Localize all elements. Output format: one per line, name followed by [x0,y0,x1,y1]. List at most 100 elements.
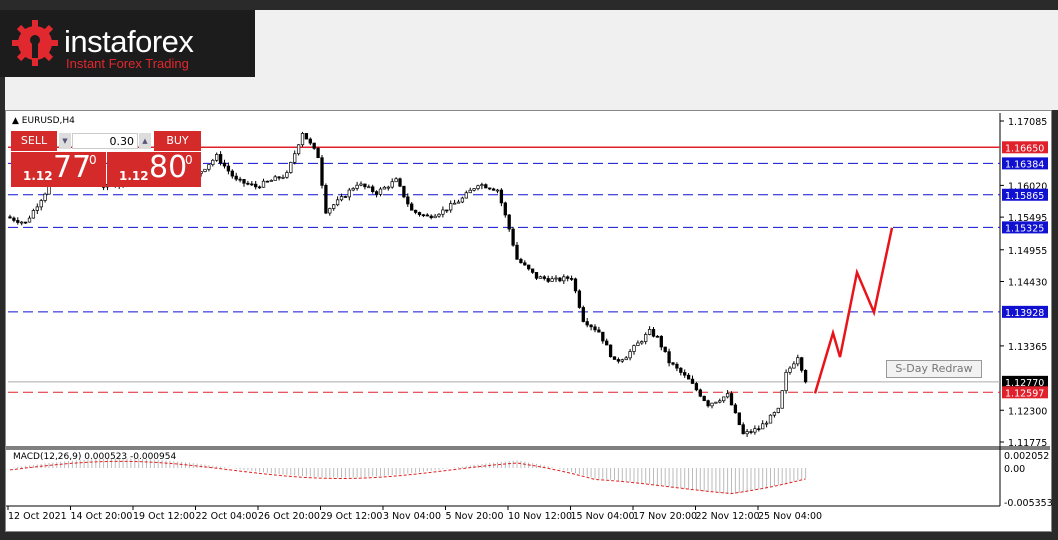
candle-body [772,412,777,416]
candle-body [725,393,730,398]
sell-price[interactable]: 1.12 77 0 [11,150,106,187]
brand-logo: instaforex Instant Forex Trading [0,10,255,77]
candle-body [788,367,792,373]
candle-body [472,188,476,191]
candle-body [538,276,543,279]
candle-body [495,189,500,192]
candle-body [796,357,800,365]
candle-body [257,186,262,189]
candle-body [250,183,254,186]
candle-body [230,170,234,177]
candle-body [47,185,51,195]
candle-body [546,278,550,282]
brand-name: instaforex [64,24,194,59]
candle-body [23,221,28,224]
candle-body [43,193,47,201]
candle-body [581,307,585,322]
candle-body [316,148,320,159]
candle-body [35,206,39,211]
candle-body [589,324,593,328]
candle-body [410,203,414,211]
candle-body [452,202,457,205]
s-day-redraw-button[interactable]: S-Day Redraw [886,360,982,378]
candle-body [605,340,609,346]
candle-body [694,383,699,391]
candle-body [554,277,558,280]
y-tick-label: 1.14430 [1008,278,1047,289]
level-price-tag [1002,221,1048,234]
volume-down-button[interactable]: ▼ [59,133,71,149]
candle-body [628,351,632,359]
candle-body [425,214,429,217]
candle-body [382,186,387,190]
candle-body [667,351,671,364]
candle-body [655,335,660,338]
candle-body [300,133,305,146]
candle-body [324,185,328,214]
x-tick-label: 22 Nov 12:00 [696,511,760,522]
macd-tick-label: 0.002052 [1004,451,1049,462]
candle-body [597,329,601,333]
candle-body [234,175,238,180]
candle-body [320,157,324,186]
candle-body [347,189,351,198]
buy-button[interactable]: BUY [154,131,201,151]
x-tick-label: 29 Oct 12:00 [321,511,383,522]
candle-body [335,199,340,206]
candle-body [507,214,511,230]
candle-body [573,278,578,292]
candle-body [304,133,309,140]
candle-body [800,357,804,371]
macd-tick-label: 0.00 [1004,464,1025,475]
candle-body [722,396,726,402]
candle-body [402,185,406,198]
macd-signal-line [9,460,806,495]
volume-input[interactable]: 0.30 [72,133,138,149]
candle-body [530,268,535,273]
level-price-label: 1.12770 [1005,378,1044,389]
x-tick-label: 15 Nov 04:00 [571,511,635,522]
candle-body [281,176,285,179]
sell-price-big: 1.12 [23,169,53,183]
candle-body [273,176,277,181]
candle-body [207,164,211,170]
candle-body [20,221,24,224]
candle-body [698,389,702,397]
candle-body [569,278,574,280]
candle-body [714,401,718,404]
candle-body [367,186,371,189]
candle-body [476,185,480,189]
buy-pips: 80 [149,150,188,185]
candle-body [671,362,675,365]
candle-body [488,187,492,190]
candle-body [636,342,640,346]
forecast-zigzag [813,227,894,394]
candle-body [484,184,488,189]
x-tick-label: 12 Oct 2021 [8,511,67,522]
candle-body [523,262,527,266]
candle-body [679,367,683,373]
candle-body [593,326,597,331]
candle-body [218,154,223,164]
volume-up-button[interactable]: ▲ [139,133,151,149]
candle-body [269,180,273,182]
candle-body [663,346,667,353]
buy-price-big: 1.12 [119,169,149,183]
candle-body [16,220,20,223]
candle-body [761,423,765,430]
buy-price[interactable]: 1.12 80 0 [107,150,201,187]
candle-body [753,428,757,433]
candle-body [433,215,437,219]
candle-body [351,188,355,191]
candle-body [644,334,648,342]
candle-body [445,209,449,212]
sell-button[interactable]: SELL [11,131,57,151]
candle-body [27,217,32,223]
y-tick-label: 1.15495 [1008,213,1047,224]
one-click-trade-panel: SELL ▼ 0.30 ▲ BUY 1.12 77 0 1.12 80 0 [11,131,201,187]
candle-body [675,363,679,369]
candle-body [312,142,316,149]
candle-body [339,196,344,201]
candle-body [203,168,207,172]
